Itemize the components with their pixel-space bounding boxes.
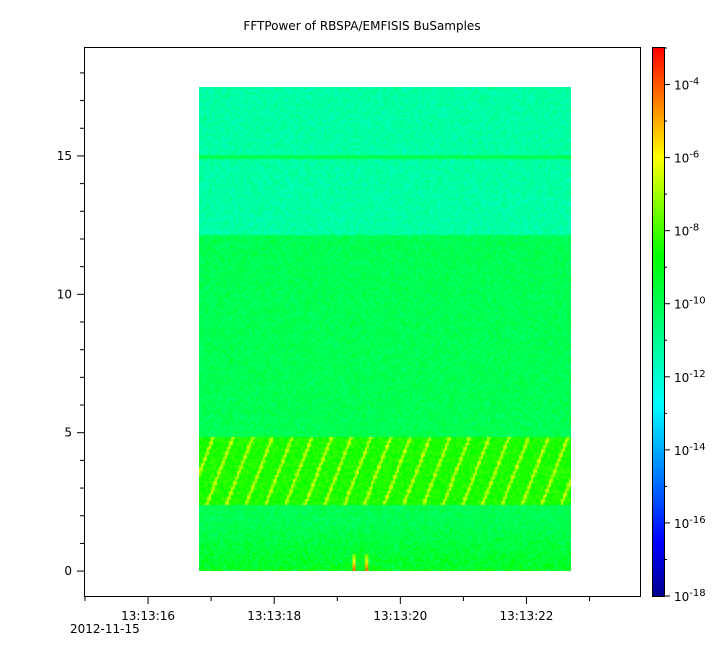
colorbar (652, 47, 665, 597)
x-tick-label: 13:13:16 (121, 609, 175, 623)
x-axis: 13:13:16 13:13:18 13:13:20 13:13:22 (84, 596, 591, 623)
colorbar-axis: 10-4 10-6 10-8 10-10 10-12 10-14 10-16 10-18 (664, 47, 706, 604)
x-tick-label: 13:13:18 (247, 609, 301, 623)
y-tick-label: 15 (57, 149, 72, 163)
colorbar-tick-label: 10-6 (674, 150, 699, 166)
y-axis: 0 5 10 15 (57, 72, 85, 578)
colorbar-tick-label: 10-10 (674, 296, 706, 312)
colorbar-tick-label: 10-14 (674, 442, 706, 458)
y-tick-label: 10 (57, 287, 72, 301)
y-tick-label: 5 (64, 426, 72, 440)
x-axis-date-label: 2012-11-15 (70, 622, 140, 636)
colorbar-tick-label: 10-12 (674, 369, 706, 385)
spectrogram-image (199, 87, 571, 571)
colorbar-tick-label: 10-16 (674, 515, 706, 531)
colorbar-tick-label: 10-8 (674, 223, 699, 239)
x-tick-label: 13:13:20 (373, 609, 427, 623)
chart-title: FFTPower of RBSPA/EMFISIS BuSamples (243, 19, 480, 33)
x-tick-label: 13:13:22 (500, 609, 554, 623)
colorbar-tick-label: 10-4 (674, 77, 699, 93)
colorbar-tick-label: 10-18 (674, 588, 706, 604)
y-tick-label: 0 (64, 564, 72, 578)
